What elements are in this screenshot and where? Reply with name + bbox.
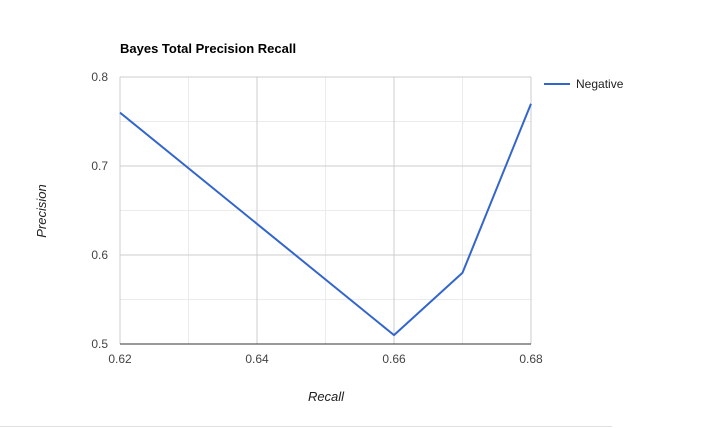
x-axis-ticks: 0.62 0.64 0.66 0.68 — [108, 352, 543, 366]
x-axis-label: Recall — [308, 389, 345, 404]
legend: Negative — [544, 77, 624, 91]
minor-gridlines — [120, 77, 531, 344]
y-axis-ticks: 0.8 0.7 0.6 0.5 — [91, 70, 108, 351]
bottom-divider — [0, 426, 612, 427]
legend-label-negative: Negative — [576, 77, 624, 91]
y-tick-label: 0.6 — [91, 248, 108, 262]
major-gridlines — [119, 76, 532, 345]
x-tick-label: 0.68 — [519, 352, 543, 366]
x-tick-label: 0.66 — [382, 352, 406, 366]
y-axis-label: Precision — [34, 184, 49, 237]
x-tick-label: 0.62 — [108, 352, 132, 366]
chart-title: Bayes Total Precision Recall — [120, 41, 296, 56]
y-tick-label: 0.5 — [91, 337, 108, 351]
series-layer — [119, 103, 532, 337]
series-line-negative — [119, 103, 532, 337]
y-tick-label: 0.7 — [91, 159, 108, 173]
y-tick-label: 0.8 — [91, 70, 108, 84]
x-tick-label: 0.64 — [245, 352, 269, 366]
